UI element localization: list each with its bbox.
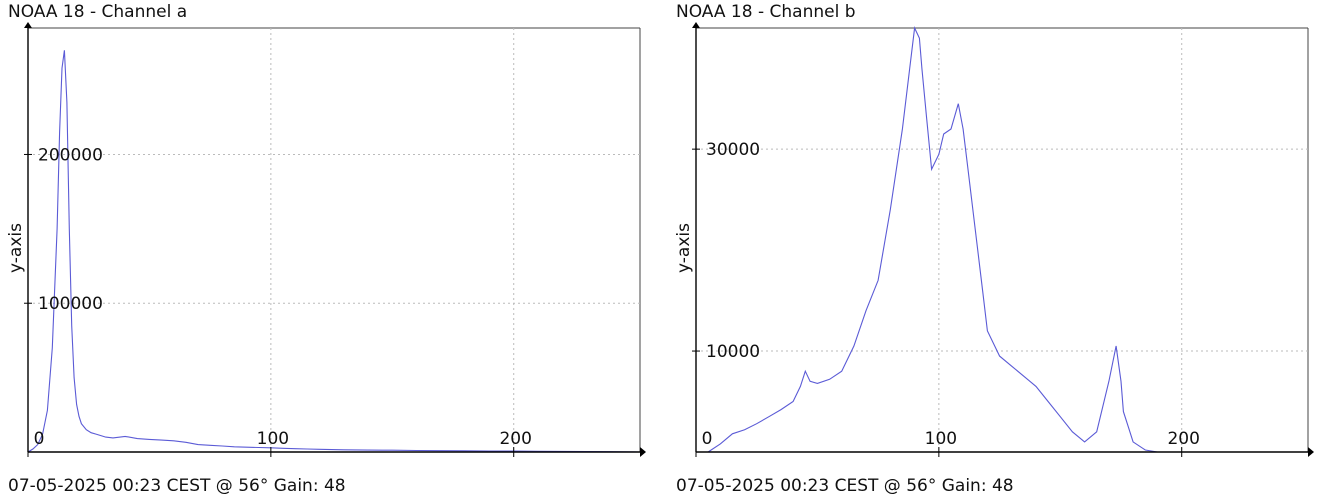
- x-axis-arrow: [1308, 447, 1314, 457]
- chart-panel-channel-a: NOAA 18 - Channel a y-axis 0 100 200 100000…: [0, 0, 660, 500]
- x-tick-label: 0: [34, 429, 45, 449]
- line-chart-channel-b: 0 100 200 10000 30000: [692, 22, 1314, 457]
- y-axis-arrow: [24, 22, 32, 28]
- line-chart-channel-a: 0 100 200 100000 200000: [24, 22, 646, 457]
- x-axis-arrow: [640, 447, 646, 457]
- chart-panel-channel-b: NOAA 18 - Channel b y-axis 0 100 200 10000 3…: [668, 0, 1328, 500]
- y-tick-label: 200000: [38, 145, 103, 165]
- y-tick-label: 30000: [706, 140, 760, 160]
- x-tick-label: 200: [1167, 429, 1199, 449]
- series-line: [27, 50, 641, 453]
- chart-title: NOAA 18 - Channel b: [676, 2, 856, 22]
- status-footer: 07-05-2025 00:23 CEST @ 56° Gain: 48: [676, 476, 1014, 496]
- series-line: [707, 26, 1308, 453]
- status-footer: 07-05-2025 00:23 CEST @ 56° Gain: 48: [8, 476, 346, 496]
- y-tick-label: 10000: [706, 342, 760, 362]
- x-tick-label: 100: [925, 429, 957, 449]
- y-axis-arrow: [692, 22, 700, 28]
- chart-title: NOAA 18 - Channel a: [8, 2, 188, 22]
- x-tick-label: 200: [499, 429, 531, 449]
- x-tick-label: 0: [702, 429, 713, 449]
- x-tick-label: 100: [257, 429, 289, 449]
- y-tick-label: 100000: [38, 294, 103, 314]
